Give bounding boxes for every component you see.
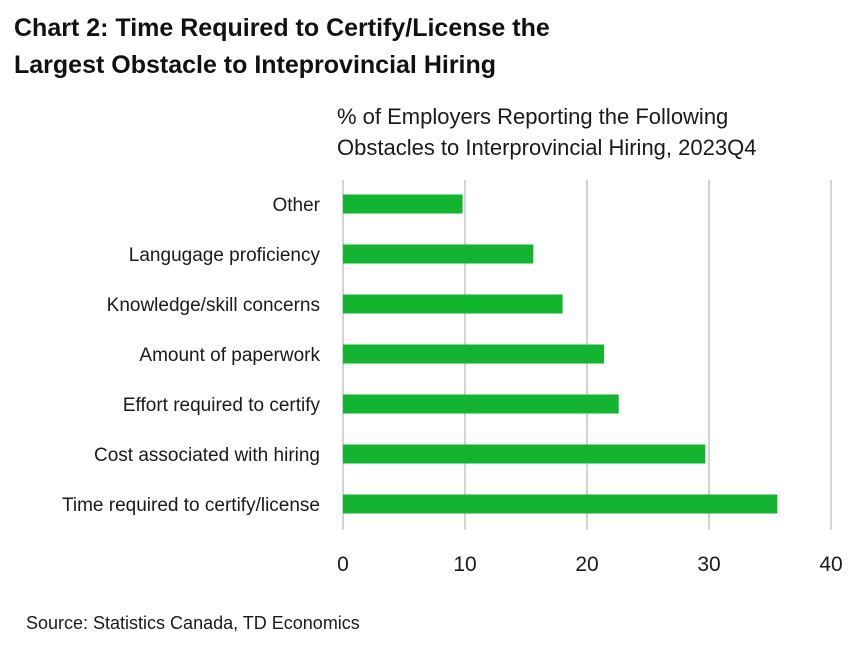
category-label: Amount of paperwork: [139, 345, 320, 366]
bar: [343, 444, 706, 464]
x-tick-label: 0: [337, 553, 349, 576]
chart-title-line-2: Largest Obstacle to Inteprovincial Hirin…: [14, 51, 497, 79]
source-note: Source: Statistics Canada, TD Economics: [26, 613, 360, 633]
chart-subtitle-line-1: % of Employers Reporting the Following: [337, 104, 729, 129]
chart-subtitle-line-2: Obstacles to Interprovincial Hiring, 202…: [337, 135, 757, 160]
category-label: Knowledge/skill concerns: [107, 295, 320, 316]
category-label: Other: [272, 195, 320, 216]
bar: [343, 294, 563, 314]
bar: [343, 494, 778, 514]
category-label: Time required to certify/license: [62, 495, 320, 516]
bar: [343, 194, 463, 214]
category-label: Cost associated with hiring: [94, 445, 320, 466]
chart-title: Chart 2: Time Required to Certify/Licens…: [14, 10, 854, 84]
category-label: Langugage proficiency: [129, 245, 321, 266]
x-tick-label: 20: [575, 553, 598, 576]
bar: [343, 394, 619, 414]
x-tick-label: 10: [453, 553, 476, 576]
bar: [343, 344, 605, 364]
bars: [343, 194, 778, 514]
x-tick-label: 40: [819, 553, 842, 576]
chart-title-line-1: Chart 2: Time Required to Certify/Licens…: [14, 14, 550, 42]
x-axis-tick-labels: 0 10 20 30 40: [337, 553, 843, 576]
category-label: Effort required to certify: [123, 395, 321, 416]
category-labels: Other Langugage proficiency Knowledge/skil…: [62, 195, 321, 516]
bar: [343, 244, 534, 264]
x-tick-label: 30: [697, 553, 720, 576]
chart-subtitle: % of Employers Reporting the Following O…: [337, 101, 857, 163]
